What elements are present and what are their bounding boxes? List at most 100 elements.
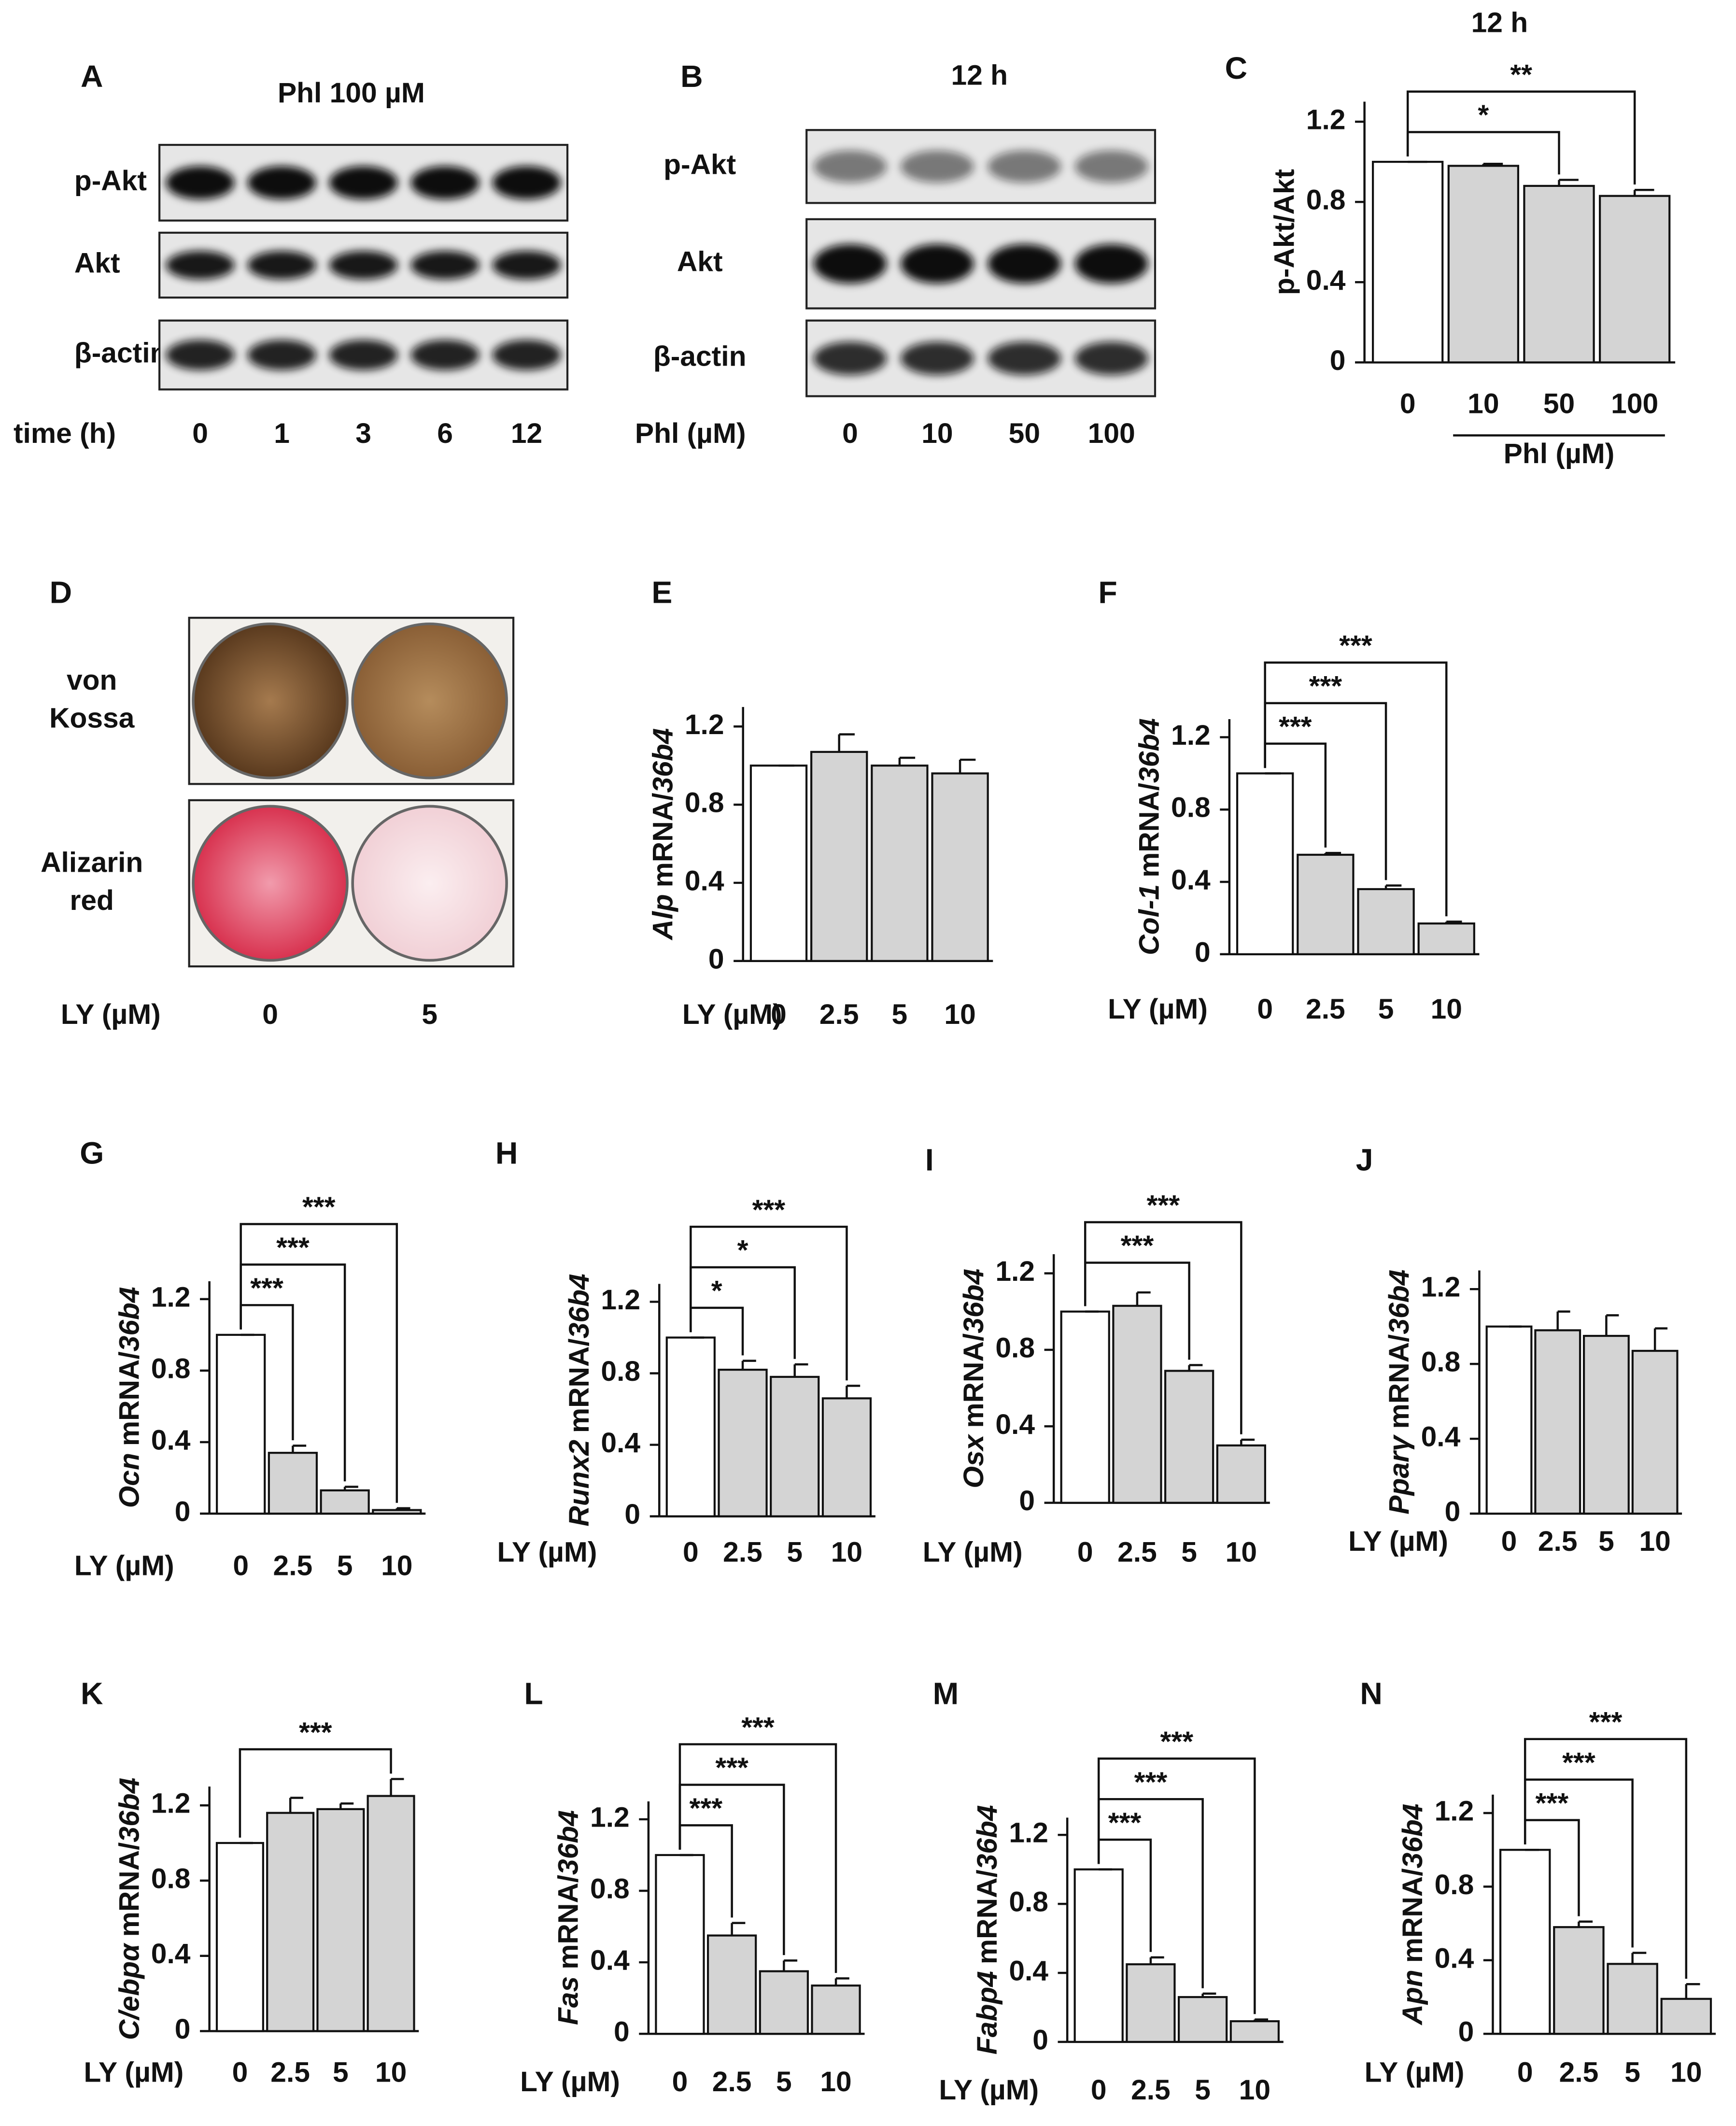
error-bar <box>1653 1327 1668 1351</box>
y-label-part: mRNA/ <box>971 1870 1002 1964</box>
bar <box>316 1808 365 2032</box>
error-bar <box>1240 1438 1255 1446</box>
bar <box>1073 1868 1124 2043</box>
x-tick-label: 2.5 <box>1538 1526 1578 1557</box>
error-bar <box>1254 2018 1269 2022</box>
x-axis-label: LY (µM) <box>1108 993 1208 1025</box>
error-bar <box>395 1507 410 1510</box>
y-tick-label: 0.8 <box>1009 1886 1048 1918</box>
y-tick-label: 0 <box>1330 345 1346 376</box>
x-tick-label: 10 <box>831 1536 862 1568</box>
y-tick-label: 1.2 <box>1171 720 1211 751</box>
significance-label: *** <box>1108 1807 1142 1839</box>
panel-letter: C <box>1225 51 1247 85</box>
bar <box>1126 1963 1176 2043</box>
bar <box>821 1397 872 1517</box>
blot-band <box>492 166 561 199</box>
x-tick-label: 0 <box>233 1550 249 1581</box>
y-label-part: p-Akt/Akt <box>1269 169 1300 295</box>
y-label-part: mRNA/ <box>564 1338 595 1433</box>
x-tick-label: 2.5 <box>712 2066 752 2098</box>
x-tick-label: 5 <box>333 2057 349 2088</box>
significance-label: *** <box>302 1191 336 1223</box>
error-bar <box>343 1486 358 1490</box>
x-tick-label: 5 <box>1195 2074 1211 2106</box>
blot-band <box>247 251 316 280</box>
y-label-part: mRNA/ <box>113 1843 145 1937</box>
error-bar <box>834 1977 849 1986</box>
y-tick-label: 0.8 <box>151 1863 191 1894</box>
y-label-part: Apn <box>1397 1970 1428 2026</box>
significance-label: *** <box>1121 1230 1154 1261</box>
error-bar <box>1149 1956 1164 1965</box>
well <box>192 805 349 962</box>
y-tick-label: 0 <box>1458 2016 1474 2048</box>
x-tick-label: 2.5 <box>270 2057 310 2088</box>
significance-bracket <box>690 1225 848 1381</box>
x-tick-label: 0 <box>771 999 787 1030</box>
x-tick-label: 2.5 <box>1559 2057 1599 2088</box>
blot-band <box>492 251 561 280</box>
y-axis-label: Apn mRNA/36b4 <box>1397 1804 1428 2026</box>
y-tick-label: 1.2 <box>151 1788 191 1819</box>
bar <box>1523 184 1595 364</box>
y-tick-label: 0 <box>175 2013 191 2045</box>
bar <box>1447 165 1520 364</box>
y-label-part: mRNA/ <box>1397 1868 1428 1963</box>
bar <box>1177 1996 1228 2043</box>
blot-title: Phl 100 µM <box>278 77 425 109</box>
significance-label: *** <box>1562 1747 1595 1778</box>
significance-label: *** <box>715 1752 748 1784</box>
y-tick-label: 0.4 <box>151 1424 191 1456</box>
y-axis-label: Alp mRNA/36b4 <box>647 728 678 941</box>
y-axis-label: p-Akt/Akt <box>1269 169 1300 295</box>
blot-band <box>166 340 235 370</box>
y-label-part: Osx <box>958 1433 989 1488</box>
y-axis-label: Pparγ mRNA/36b4 <box>1383 1270 1415 1515</box>
bar <box>1534 1329 1581 1515</box>
panel-letter: H <box>495 1136 518 1171</box>
significance-bracket <box>678 1743 837 1973</box>
y-tick-label: 0.8 <box>601 1356 640 1387</box>
error-bar <box>292 1445 307 1453</box>
x-tick-label: 5 <box>892 999 908 1030</box>
bar <box>1372 160 1444 364</box>
blot-band <box>410 340 480 370</box>
y-label-part: mRNA/ <box>1383 1334 1415 1429</box>
y-tick-label: 0 <box>175 1496 191 1528</box>
blot-band <box>901 341 974 375</box>
x-tick-label: 50 <box>1543 388 1575 419</box>
significance-label: *** <box>299 1717 332 1748</box>
y-tick-label: 1.2 <box>995 1256 1035 1287</box>
lane-label: 6 <box>437 418 453 449</box>
x-axis-label: LY (µM) <box>497 1536 597 1568</box>
x-axis-label: LY (µM) <box>84 2057 183 2088</box>
x-tick-label: 10 <box>1239 2074 1270 2106</box>
y-tick-label: 1.2 <box>601 1284 640 1316</box>
x-tick-label: 5 <box>1181 1536 1197 1568</box>
y-tick-label: 0 <box>624 1499 640 1530</box>
blot-band <box>988 150 1061 183</box>
y-axis-label: C/ebpα mRNA/36b4 <box>113 1778 145 2040</box>
x-tick-label: 2.5 <box>1131 2074 1171 2106</box>
bar <box>320 1489 370 1515</box>
blot-band <box>329 166 398 199</box>
lane-label: 100 <box>1088 418 1135 449</box>
blot-row-label: β-actin <box>74 338 168 369</box>
y-tick-label: 0.8 <box>1306 184 1346 216</box>
x-axis-label: LY (µM) <box>923 1536 1023 1568</box>
x-axis-label: LY (µM) <box>939 2074 1039 2106</box>
blot-x-label: Phl (µM) <box>635 418 746 449</box>
y-label-part: 36b4 <box>647 728 678 793</box>
significance-label: *** <box>276 1232 310 1263</box>
x-tick-label: 10 <box>1639 1526 1670 1557</box>
y-axis-label: Runx2 mRNA/36b4 <box>564 1274 595 1526</box>
panel-letter: F <box>1098 575 1117 610</box>
y-tick-label: 1.2 <box>1009 1817 1048 1849</box>
bar <box>770 1375 820 1517</box>
blot-band <box>247 340 316 370</box>
blot-band <box>247 166 316 199</box>
error-bar <box>783 1959 798 1971</box>
y-label-part: 36b4 <box>113 1778 145 1843</box>
x-tick-label: 2.5 <box>1117 1536 1157 1568</box>
